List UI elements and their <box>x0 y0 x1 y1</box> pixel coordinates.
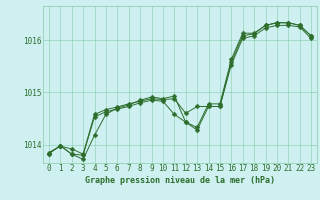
X-axis label: Graphe pression niveau de la mer (hPa): Graphe pression niveau de la mer (hPa) <box>85 176 275 185</box>
